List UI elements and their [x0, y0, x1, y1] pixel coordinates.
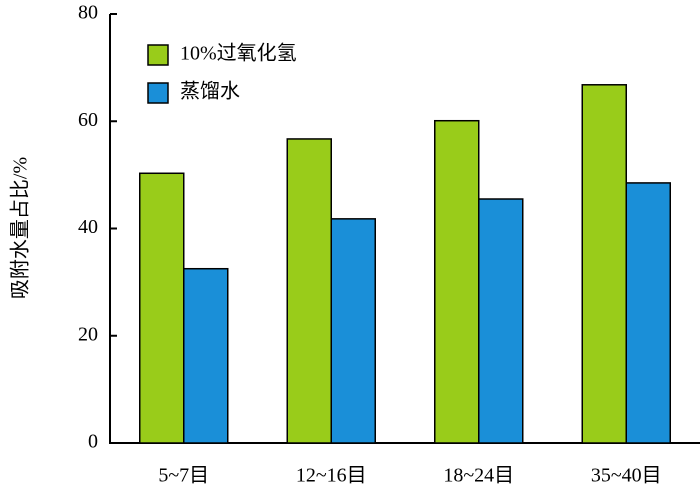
legend-swatch [147, 44, 169, 66]
y-tick-label: 80 [78, 2, 98, 24]
x-tick-label: 35~40目 [591, 465, 662, 487]
bar [581, 84, 627, 444]
bar [286, 138, 332, 444]
y-tick-label: 0 [88, 431, 98, 453]
legend-label: 10%过氧化氢 [180, 42, 297, 65]
legend-label: 蒸馏水 [180, 80, 240, 103]
bar [478, 198, 524, 444]
legend-swatch [147, 82, 169, 104]
bar [183, 267, 229, 444]
x-tick-label: 5~7目 [158, 465, 209, 487]
bar [330, 218, 376, 444]
x-tick-label: 12~16目 [296, 465, 367, 487]
y-tick-label: 40 [78, 216, 98, 238]
bar [139, 172, 185, 444]
y-axis-title: 吸附水量占比/% [9, 157, 32, 299]
y-tick-label: 60 [78, 109, 98, 131]
bar [625, 182, 671, 444]
bar [434, 119, 480, 444]
y-tick-label: 20 [78, 323, 98, 345]
x-tick-label: 18~24目 [443, 465, 514, 487]
